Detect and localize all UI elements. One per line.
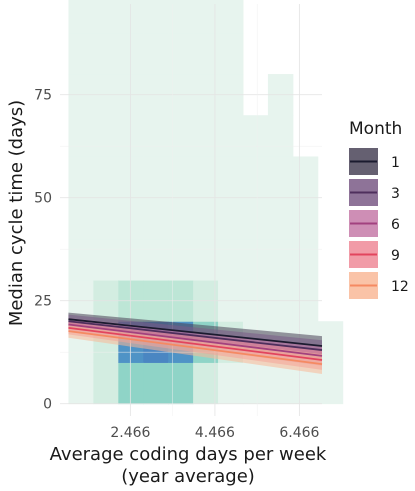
x-axis-title-line1: Average coding days per week bbox=[50, 444, 327, 465]
heatmap-cell bbox=[143, 32, 169, 75]
heatmap-cell bbox=[93, 0, 119, 34]
heatmap-cell bbox=[242, 156, 269, 199]
heatmap-cell bbox=[168, 32, 194, 75]
heatmap-cell bbox=[93, 362, 119, 405]
heatmap-cell bbox=[143, 238, 169, 281]
heatmap-cell bbox=[218, 115, 244, 157]
heatmap-cell bbox=[193, 32, 219, 75]
heatmap-cell bbox=[168, 238, 194, 281]
heatmap-cell bbox=[68, 115, 94, 157]
heatmap-cell bbox=[118, 156, 144, 199]
x-axis-title-line2: (year average) bbox=[121, 466, 255, 487]
heatmap-cell bbox=[118, 0, 144, 34]
y-tick-labels: 0 25 50 75 bbox=[34, 88, 52, 413]
heatmap-cell bbox=[218, 197, 244, 240]
heatmap-cell bbox=[93, 115, 119, 157]
trend-line-month-12 bbox=[68, 330, 323, 365]
heatmap-cell bbox=[292, 156, 319, 199]
heatmap-cell bbox=[168, 0, 194, 34]
x-tick-label: 2.466 bbox=[110, 425, 150, 441]
heatmap-cell bbox=[193, 197, 219, 240]
trend-line-month-1 bbox=[68, 318, 323, 347]
legend: Month 1 3 6 9 12 bbox=[349, 119, 409, 299]
heatmap-cell bbox=[317, 321, 344, 363]
heatmap-cell bbox=[218, 32, 244, 75]
heatmap-cell bbox=[267, 362, 294, 405]
heatmap-cell bbox=[218, 362, 244, 405]
heatmap-cell bbox=[118, 238, 144, 281]
y-tick-label: 0 bbox=[43, 397, 52, 413]
heatmap-cell bbox=[292, 197, 319, 240]
heatmap-cell bbox=[93, 156, 119, 199]
heatmap-cell bbox=[68, 0, 94, 34]
heatmap-cell bbox=[267, 115, 294, 157]
trend-line-month-9 bbox=[68, 326, 323, 361]
heatmap-cell bbox=[143, 362, 169, 405]
heatmap-cell bbox=[68, 362, 94, 405]
legend-label: 6 bbox=[391, 217, 400, 233]
legend-label: 1 bbox=[391, 155, 400, 171]
legend-label: 12 bbox=[391, 279, 409, 295]
x-tick-labels: 2.466 4.466 6.466 bbox=[110, 425, 319, 441]
y-tick-label: 75 bbox=[34, 88, 52, 104]
confidence-band-month-12 bbox=[68, 324, 322, 374]
heatmap-cell bbox=[242, 238, 269, 281]
heatmap-cell bbox=[193, 115, 219, 157]
y-axis-title: Median cycle time (days) bbox=[6, 100, 27, 326]
heatmap-cell bbox=[267, 156, 294, 199]
heatmap-cell bbox=[143, 197, 169, 240]
heatmap-cell bbox=[267, 238, 294, 281]
heatmap-cell bbox=[242, 362, 269, 405]
heatmap-cell bbox=[68, 238, 94, 281]
heatmap-cell bbox=[118, 197, 144, 240]
heatmap-cell bbox=[118, 32, 144, 75]
heatmap-cell bbox=[242, 115, 269, 157]
heatmap-cell bbox=[118, 362, 144, 405]
heatmap-cell bbox=[193, 0, 219, 34]
trend-line-month-6 bbox=[68, 323, 323, 357]
legend-title: Month bbox=[349, 119, 402, 139]
heatmap-cell bbox=[218, 238, 244, 281]
heatmap-cell bbox=[68, 197, 94, 240]
legend-label: 3 bbox=[391, 186, 400, 202]
heatmap-cell bbox=[193, 238, 219, 281]
heatmap-cell bbox=[93, 238, 119, 281]
y-tick-label: 25 bbox=[34, 294, 52, 310]
heatmap-cell bbox=[168, 197, 194, 240]
heatmap-cell bbox=[168, 156, 194, 199]
heatmap-cell bbox=[168, 362, 194, 405]
heatmap-cell bbox=[317, 362, 344, 405]
heatmap-cell bbox=[143, 115, 169, 157]
heatmap-cell bbox=[193, 156, 219, 199]
heatmap-cell bbox=[68, 32, 94, 75]
heatmap-cell bbox=[93, 197, 119, 240]
heatmap-cell bbox=[292, 238, 319, 281]
heatmap-cell bbox=[218, 0, 244, 34]
y-tick-label: 50 bbox=[34, 191, 52, 207]
heatmap-cell bbox=[118, 115, 144, 157]
trend-line-month-3 bbox=[68, 320, 323, 351]
heatmap-cell bbox=[68, 156, 94, 199]
heatmap-cell bbox=[193, 362, 219, 405]
heatmap-cell bbox=[143, 0, 169, 34]
trend-lines bbox=[68, 318, 323, 365]
heatmap-cell bbox=[168, 115, 194, 157]
heatmap-cell bbox=[218, 156, 244, 199]
legend-label: 9 bbox=[391, 248, 400, 264]
x-tick-label: 4.466 bbox=[195, 425, 235, 441]
x-tick-label: 6.466 bbox=[279, 425, 319, 441]
heatmap-cell bbox=[143, 156, 169, 199]
heatmap-cell bbox=[267, 197, 294, 240]
heatmap-cell bbox=[242, 197, 269, 240]
heatmap-cell bbox=[93, 32, 119, 75]
legend-items: 1 3 6 9 12 bbox=[349, 148, 409, 299]
